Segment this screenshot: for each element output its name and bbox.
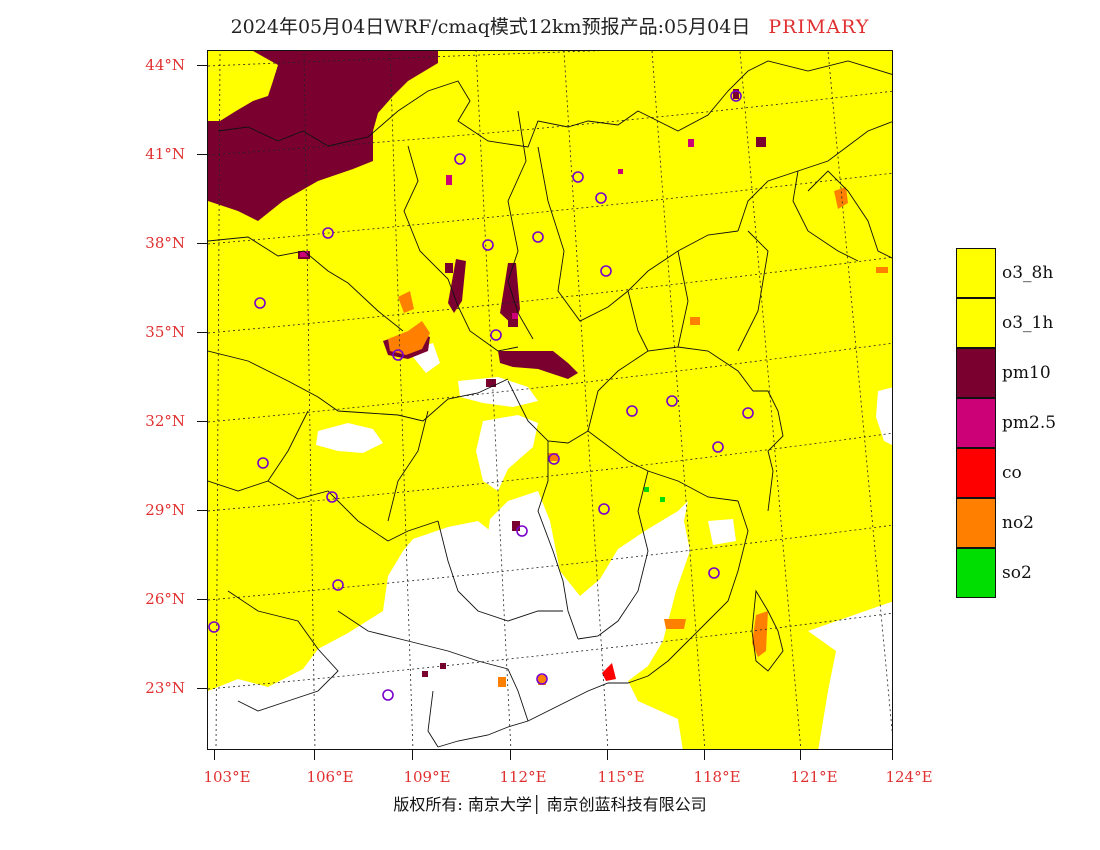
lon-tick — [510, 750, 511, 760]
lon-tick — [892, 750, 893, 760]
lon-label-118: 118°E — [693, 768, 741, 786]
city-marker — [208, 621, 220, 633]
lon-tick — [607, 750, 608, 760]
map-panel — [207, 50, 893, 750]
city-marker — [536, 673, 548, 685]
lat-label-29: 29°N — [145, 501, 185, 519]
map-title: 2024年05月04日WRF/cmaq模式12km预报产品:05月04日 PRIM… — [0, 12, 1100, 39]
city-marker — [254, 297, 266, 309]
legend-item-no2: no2 — [956, 498, 1096, 548]
lat-tick — [197, 510, 207, 511]
lon-tick — [412, 750, 413, 760]
legend-label: pm2.5 — [1002, 413, 1057, 433]
city-marker — [598, 503, 610, 515]
city-marker — [626, 405, 638, 417]
city-marker — [532, 231, 544, 243]
lon-label-103: 103°E — [203, 768, 251, 786]
legend-swatch — [956, 398, 996, 448]
clean-areas — [208, 343, 892, 749]
pm25-areas — [300, 139, 694, 319]
legend-swatch — [956, 248, 996, 298]
co-areas — [602, 663, 616, 681]
legend: o3_8h o3_1h pm10 pm2.5 co no2 so2 — [956, 248, 1096, 598]
graticule — [208, 51, 892, 749]
primary-tag: PRIMARY — [768, 16, 870, 38]
lon-label-124: 124°E — [885, 768, 933, 786]
lon-label-112: 112°E — [499, 768, 547, 786]
legend-swatch — [956, 448, 996, 498]
title-main: 2024年05月04日WRF/cmaq模式12km预报产品:05月04日 — [230, 16, 751, 38]
legend-item-pm10: pm10 — [956, 348, 1096, 398]
legend-label: pm10 — [1002, 363, 1051, 383]
so2-areas — [644, 487, 665, 502]
city-marker — [482, 239, 494, 251]
lon-tick — [314, 750, 315, 760]
copyright-footer: 版权所有: 南京大学│ 南京创蓝科技有限公司 — [393, 795, 707, 814]
no2-areas — [388, 187, 888, 687]
lat-label-44: 44°N — [145, 56, 185, 74]
city-marker — [730, 90, 742, 102]
lon-label-106: 106°E — [306, 768, 354, 786]
city-marker — [600, 265, 612, 277]
lon-label-109: 109°E — [403, 768, 451, 786]
city-marker — [454, 153, 466, 165]
legend-swatch — [956, 548, 996, 598]
legend-label: o3_1h — [1002, 313, 1054, 333]
legend-label: so2 — [1002, 563, 1032, 583]
lat-tick — [197, 332, 207, 333]
lon-tick — [800, 750, 801, 760]
lat-tick — [197, 421, 207, 422]
legend-label: o3_8h — [1002, 263, 1054, 283]
lat-label-26: 26°N — [145, 590, 185, 608]
city-marker — [708, 567, 720, 579]
lon-label-115: 115°E — [597, 768, 645, 786]
legend-item-o3-8h: o3_8h — [956, 248, 1096, 298]
city-marker — [666, 395, 678, 407]
lat-label-41: 41°N — [145, 145, 185, 163]
lat-tick — [197, 65, 207, 66]
lon-tick — [214, 750, 215, 760]
legend-label: co — [1002, 463, 1022, 483]
city-marker — [742, 407, 754, 419]
city-markers — [208, 90, 754, 701]
city-marker — [595, 192, 607, 204]
legend-swatch — [956, 298, 996, 348]
city-marker — [548, 453, 560, 465]
city-marker — [332, 579, 344, 591]
legend-item-pm25: pm2.5 — [956, 398, 1096, 448]
lat-label-23: 23°N — [145, 679, 185, 697]
lat-tick — [197, 688, 207, 689]
lon-label-121: 121°E — [790, 768, 838, 786]
lat-label-35: 35°N — [145, 323, 185, 341]
lat-label-32: 32°N — [145, 412, 185, 430]
legend-swatch — [956, 498, 996, 548]
city-marker — [572, 171, 584, 183]
lon-tick — [704, 750, 705, 760]
city-marker — [392, 349, 404, 361]
legend-swatch — [956, 348, 996, 398]
city-marker — [490, 329, 502, 341]
lat-tick — [197, 599, 207, 600]
map-canvas — [208, 51, 892, 749]
city-marker — [326, 491, 338, 503]
city-marker — [516, 525, 528, 537]
lat-label-38: 38°N — [145, 234, 185, 252]
city-marker — [257, 457, 269, 469]
city-marker — [322, 227, 334, 239]
city-marker — [712, 441, 724, 453]
lat-tick — [197, 154, 207, 155]
lat-tick — [197, 243, 207, 244]
legend-item-so2: so2 — [956, 548, 1096, 598]
city-marker — [382, 689, 394, 701]
legend-item-o3-1h: o3_1h — [956, 298, 1096, 348]
boundaries — [208, 60, 892, 748]
legend-item-co: co — [956, 448, 1096, 498]
legend-label: no2 — [1002, 513, 1034, 533]
